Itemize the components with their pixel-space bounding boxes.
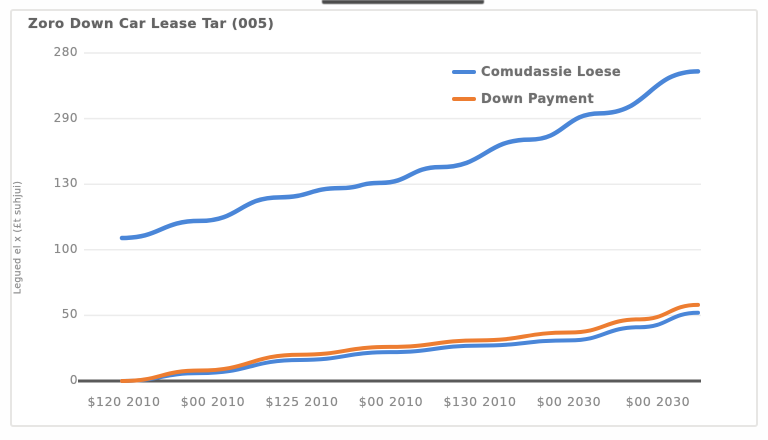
chart-legend: Comudassie Loese Down Payment [452, 62, 621, 116]
chart-title: Zoro Down Car Lease Tar (005) [28, 16, 275, 32]
legend-swatch-down-payment [452, 97, 476, 101]
legend-swatch-lease [452, 70, 476, 74]
x-tick-label: $00 2030 [625, 394, 691, 409]
legend-item-lease: Comudassie Loese [452, 62, 621, 82]
top-artifact-bar [322, 0, 484, 4]
legend-label-lease: Comudassie Loese [481, 64, 622, 80]
y-tick-label: 280 [53, 45, 78, 59]
x-tick-label: $120 2010 [87, 394, 161, 409]
x-tick-label: $00 2010 [180, 394, 246, 409]
series-line-down-payment [120, 302, 700, 383]
x-tick-label: $00 2010 [358, 394, 424, 409]
y-tick-label: 50 [61, 307, 78, 322]
x-tick-label: $00 2030 [536, 394, 602, 409]
series-line-comudassie-loese [119, 69, 701, 241]
y-tick-label: 130 [53, 176, 78, 191]
x-tick-label: $130 2010 [443, 394, 517, 409]
y-tick-label: 100 [53, 241, 78, 256]
series-line-down-payment-lower-blue-trace- [120, 310, 700, 383]
chart-card [10, 9, 758, 427]
legend-item-down-payment: Down Payment [452, 89, 621, 109]
y-tick-label: 290 [53, 110, 78, 125]
x-tick-label: $125 2010 [265, 394, 339, 409]
legend-label-down-payment: Down Payment [481, 91, 594, 107]
y-tick-label: 0 [69, 373, 78, 387]
